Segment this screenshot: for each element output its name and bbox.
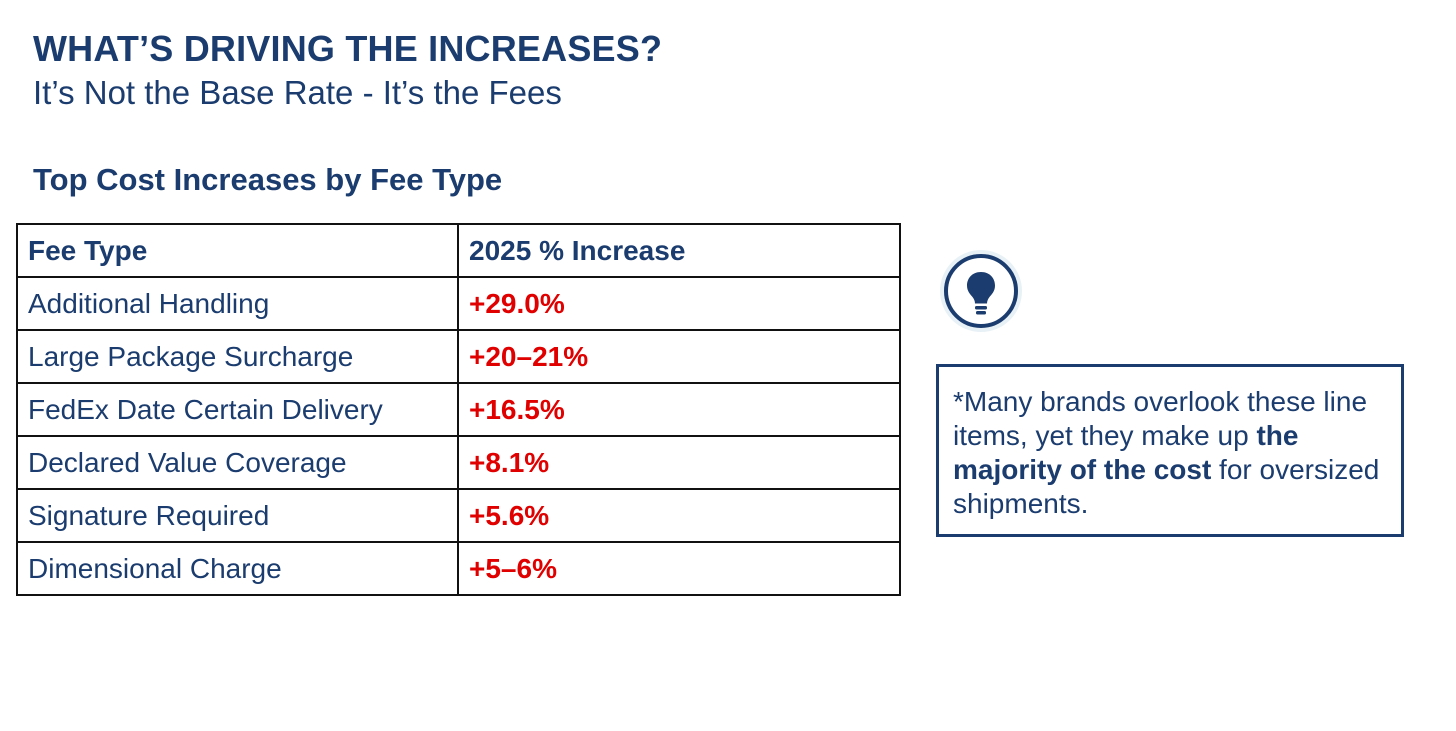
increase-cell: +8.1% (457, 435, 901, 490)
increase-cell: +5.6% (457, 488, 901, 543)
page-title: WHAT’S DRIVING THE INCREASES? (33, 28, 663, 69)
increase-cell: +29.0% (457, 276, 901, 331)
table-row: FedEx Date Certain Delivery +16.5% (16, 382, 901, 437)
page-subtitle: It’s Not the Base Rate - It’s the Fees (33, 74, 562, 111)
fee-increase-table: Fee Type 2025 % Increase Additional Hand… (16, 223, 901, 596)
table-row: Additional Handling +29.0% (16, 276, 901, 331)
increase-cell: +16.5% (457, 382, 901, 437)
fee-type-cell: FedEx Date Certain Delivery (16, 382, 459, 437)
table-title: Top Cost Increases by Fee Type (33, 162, 503, 197)
fee-type-cell: Declared Value Coverage (16, 435, 459, 490)
callout-text-end: for oversized shipments. (953, 454, 1380, 519)
table-row: Dimensional Charge +5–6% (16, 541, 901, 596)
callout-text-start: *Many brands overlook these line items, … (953, 386, 1368, 451)
table-row: Declared Value Coverage +8.1% (16, 435, 901, 490)
fee-type-cell: Signature Required (16, 488, 459, 543)
increase-cell: +20–21% (457, 329, 901, 384)
lightbulb-icon (940, 250, 1022, 332)
fee-type-cell: Dimensional Charge (16, 541, 459, 596)
increase-cell: +5–6% (457, 541, 901, 596)
column-header-fee-type: Fee Type (16, 223, 459, 278)
fee-type-cell: Additional Handling (16, 276, 459, 331)
table-header-row: Fee Type 2025 % Increase (16, 223, 901, 278)
table-row: Large Package Surcharge +20–21% (16, 329, 901, 384)
callout-note: *Many brands overlook these line items, … (936, 364, 1404, 537)
table-row: Signature Required +5.6% (16, 488, 901, 543)
fee-type-cell: Large Package Surcharge (16, 329, 459, 384)
column-header-increase: 2025 % Increase (457, 223, 901, 278)
callout-text-emphasis: the majority of the cost (953, 420, 1299, 485)
